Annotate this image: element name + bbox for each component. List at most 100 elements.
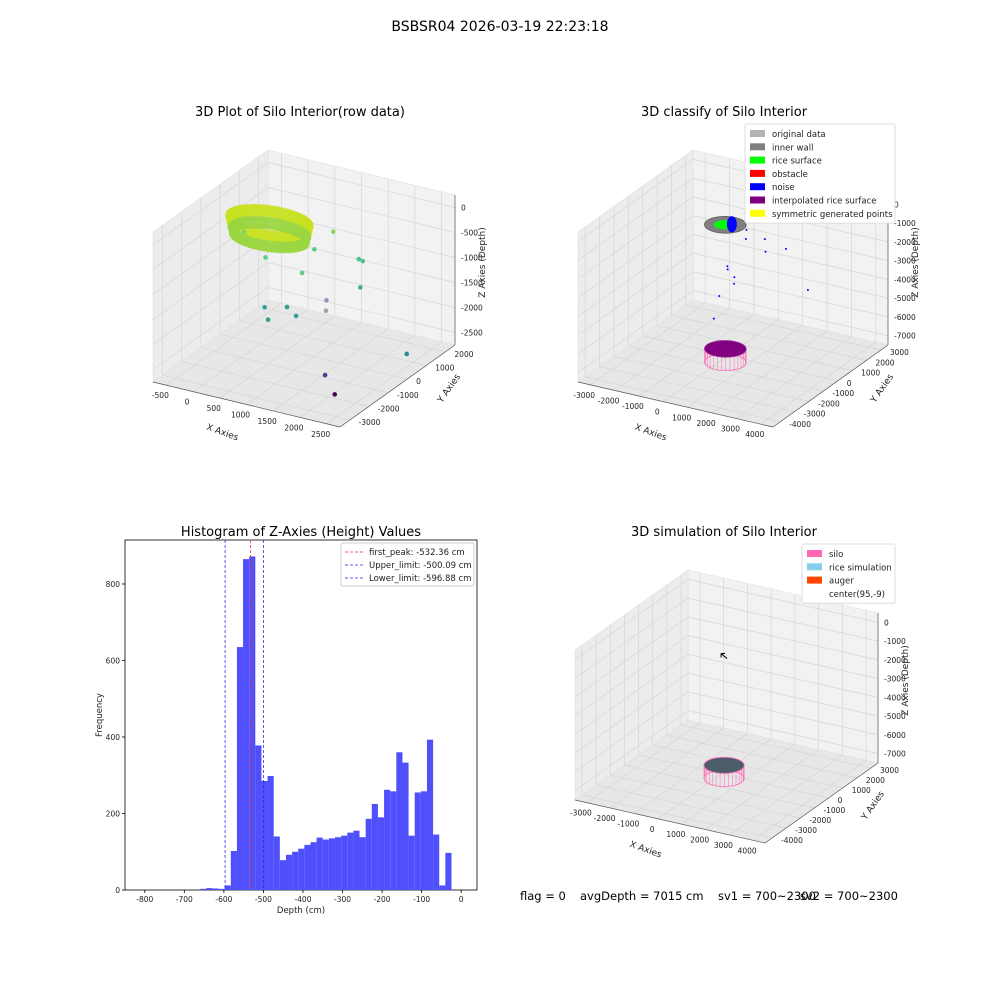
- grid-line: [267, 187, 456, 233]
- histogram-bar: [414, 792, 421, 890]
- grid-line: [152, 287, 269, 370]
- legend-label: original data: [772, 130, 826, 140]
- z-tick-label: -4000: [884, 693, 906, 702]
- y-axis-label: Y Axies: [436, 372, 464, 405]
- noise-point: [726, 265, 729, 268]
- grid-line: [687, 691, 879, 736]
- grid-line: [267, 162, 456, 208]
- z-tick-label: -5000: [894, 294, 916, 303]
- scatter-point: [330, 229, 336, 235]
- legend-box: [801, 543, 896, 604]
- grid-line: [267, 262, 456, 308]
- z-tick-label: -2000: [461, 304, 483, 313]
- x-tick-label: 2500: [311, 430, 330, 439]
- depth-histogram: Histogram of Z-Axies (Height) Values -800…: [95, 525, 478, 916]
- grid-line: [574, 654, 689, 735]
- legend-label: Upper_limit: -500.09 cm: [369, 561, 472, 571]
- y-tick-label: 800: [106, 580, 121, 589]
- histogram-bar: [310, 842, 317, 890]
- histogram-bar: [230, 850, 237, 890]
- z-tick-label: -7000: [894, 332, 916, 341]
- y-tick-label: -1000: [832, 389, 854, 398]
- grid-line: [574, 691, 689, 773]
- scatter-point: [312, 246, 317, 252]
- z-tick-label: -5000: [884, 712, 906, 721]
- z-tick-label: 0: [884, 618, 889, 627]
- legend-label: rice surface: [772, 157, 822, 167]
- legend-label: silo: [829, 550, 843, 560]
- grid-line: [663, 319, 779, 402]
- grid-line: [152, 187, 269, 270]
- grid-line: [574, 710, 689, 791]
- scatter-point: [322, 372, 328, 378]
- x-tick-label: -2000: [594, 814, 616, 823]
- y-tick-label: 3000: [890, 348, 909, 357]
- legend-swatch: [750, 130, 765, 137]
- silo-bottom-ring: [703, 770, 745, 787]
- noise-point: [726, 268, 729, 271]
- histogram-bar: [224, 885, 231, 890]
- x-tick-label: 2000: [284, 423, 303, 432]
- legend-swatch: [807, 563, 822, 571]
- y-tick-label: -3000: [804, 410, 826, 419]
- legend-swatch: [807, 550, 822, 557]
- legend-swatch: [750, 143, 765, 151]
- y-tick-label: -1000: [397, 391, 419, 400]
- x-tick-label: -500: [255, 895, 272, 904]
- histogram-bar: [316, 837, 323, 890]
- histogram-bar: [273, 836, 280, 890]
- grid-line: [258, 306, 446, 353]
- z-tick-label: -2000: [894, 238, 916, 247]
- y-tick-label: -4000: [781, 836, 803, 845]
- y-axis-line: [339, 344, 456, 428]
- histogram-bar: [279, 860, 286, 890]
- simulation-3d-plot: 3D simulation of Silo Interior-3000-2000…: [570, 525, 911, 861]
- grid-line: [638, 313, 755, 397]
- x-tick-label: -600: [215, 895, 232, 904]
- x-tick-label: 0: [655, 408, 660, 417]
- histogram-bar: [365, 818, 372, 890]
- x-axis-label: Depth (cm): [277, 906, 325, 916]
- grid-line: [687, 635, 879, 679]
- chart-title: 3D Plot of Silo Interior(row data): [195, 105, 405, 120]
- histogram-bar: [341, 835, 348, 890]
- raw-data-3d-plot: 3D Plot of Silo Interior(row data) -500 0 5…: [152, 105, 488, 444]
- grid-line: [687, 710, 879, 754]
- grid-line: [326, 341, 442, 425]
- histogram-bar: [255, 745, 262, 890]
- histogram-bar: [402, 762, 409, 890]
- legend-swatch: [750, 183, 765, 191]
- legend-label: auger: [829, 577, 854, 587]
- grid-line: [614, 308, 730, 391]
- y-tick-label: 1000: [852, 786, 871, 795]
- legend-label: interpolated rice surface: [772, 197, 877, 207]
- histogram-bar: [384, 789, 391, 890]
- x-tick-label: 0: [185, 398, 190, 407]
- grid-line: [574, 616, 689, 698]
- legend-swatch: [750, 209, 765, 217]
- y-tick-label: 0: [838, 796, 843, 805]
- grid-line: [246, 322, 362, 405]
- z-axis-label: Z Axies (Depth): [901, 645, 911, 716]
- z-tick-label: 0: [461, 204, 466, 213]
- grid-line: [219, 315, 335, 399]
- x-axis-line: [577, 381, 774, 428]
- histogram-bar: [249, 556, 256, 890]
- z-tick-label: -500: [461, 229, 478, 238]
- grid-line: [656, 325, 853, 371]
- y-tick-label: 1000: [435, 364, 454, 373]
- noise-point: [806, 288, 809, 291]
- legend-label: inner wall: [772, 143, 813, 153]
- histogram-bar: [304, 844, 311, 890]
- legend-swatch: [750, 196, 765, 204]
- grid-line: [687, 654, 879, 698]
- grid-line: [220, 333, 408, 380]
- grid-line: [736, 336, 852, 419]
- histogram-bar: [285, 854, 293, 890]
- histogram-bar: [243, 559, 250, 890]
- x-tick-label: 4000: [745, 430, 764, 439]
- grid-line: [671, 315, 867, 361]
- grid-line: [574, 635, 689, 716]
- grid-line: [642, 335, 838, 382]
- z-tick-label: -6000: [894, 313, 916, 322]
